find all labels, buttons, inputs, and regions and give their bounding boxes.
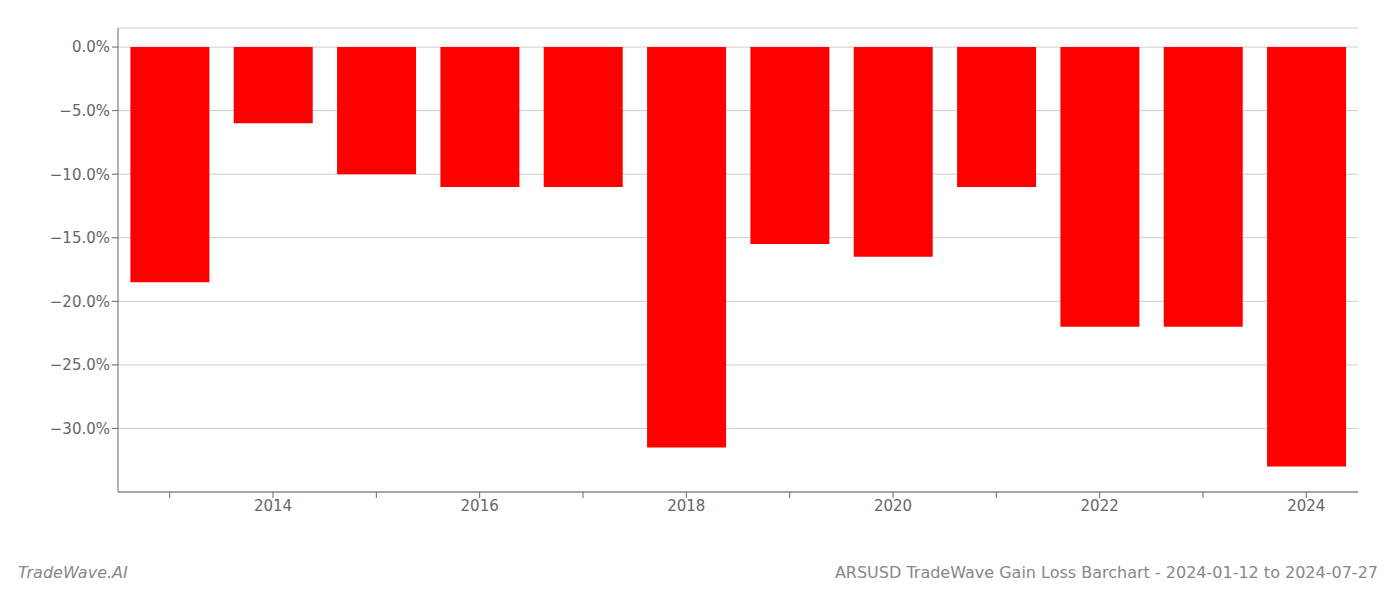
svg-text:−25.0%: −25.0%: [50, 356, 110, 374]
html-text:TradeWave.AI: TradeWave.AI: [18, 563, 128, 582]
svg-text:0.0%: 0.0%: [72, 38, 110, 56]
svg-text:−20.0%: −20.0%: [50, 293, 110, 311]
svg-text:−5.0%: −5.0%: [59, 102, 110, 120]
svg-text:−10.0%: −10.0%: [50, 166, 110, 184]
svg-text:2014: 2014: [254, 497, 292, 515]
svg-text:2024: 2024: [1287, 497, 1325, 515]
svg-text:−15.0%: −15.0%: [50, 229, 110, 247]
html-text:ARSUSD TradeWave Gain Loss Bar: ARSUSD TradeWave Gain Loss Barchart - 20…: [834, 563, 1378, 582]
svg-text:2018: 2018: [667, 497, 705, 515]
svg-text:2022: 2022: [1081, 497, 1119, 515]
svg-text:2016: 2016: [461, 497, 499, 515]
svg-text:−30.0%: −30.0%: [50, 420, 110, 438]
svg-text:2020: 2020: [874, 497, 912, 515]
